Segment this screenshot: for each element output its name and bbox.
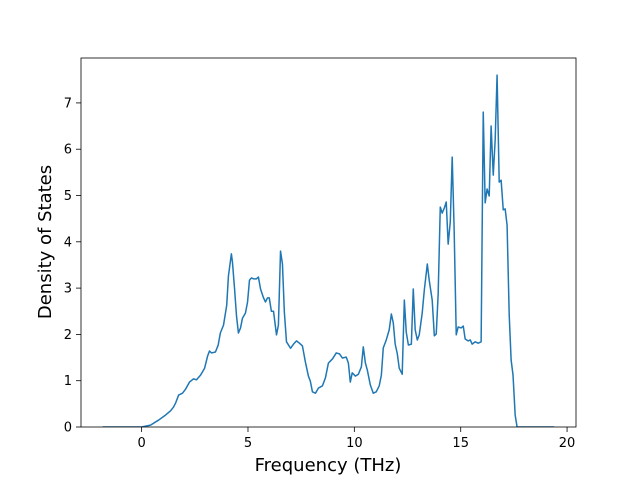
y-tick-label: 3 xyxy=(64,282,72,297)
x-axis-label: Frequency (THz) xyxy=(255,455,402,476)
x-tick-label: 0 xyxy=(137,436,145,451)
y-tick-label: 4 xyxy=(64,235,72,250)
x-tick-label: 10 xyxy=(346,436,363,451)
y-tick-label: 7 xyxy=(64,96,72,111)
data-line xyxy=(102,74,555,427)
y-tick-label: 6 xyxy=(64,143,72,158)
y-axis-label: Density of States xyxy=(35,165,56,319)
x-tick-label: 15 xyxy=(452,436,469,451)
plot-frame xyxy=(80,57,577,428)
x-tick-label: 20 xyxy=(559,436,576,451)
y-tick-label: 5 xyxy=(64,189,72,204)
y-tick-label: 2 xyxy=(64,328,72,343)
y-tick-label: 0 xyxy=(64,421,72,436)
x-tick-label: 5 xyxy=(244,436,252,451)
y-tick-label: 1 xyxy=(64,374,72,389)
